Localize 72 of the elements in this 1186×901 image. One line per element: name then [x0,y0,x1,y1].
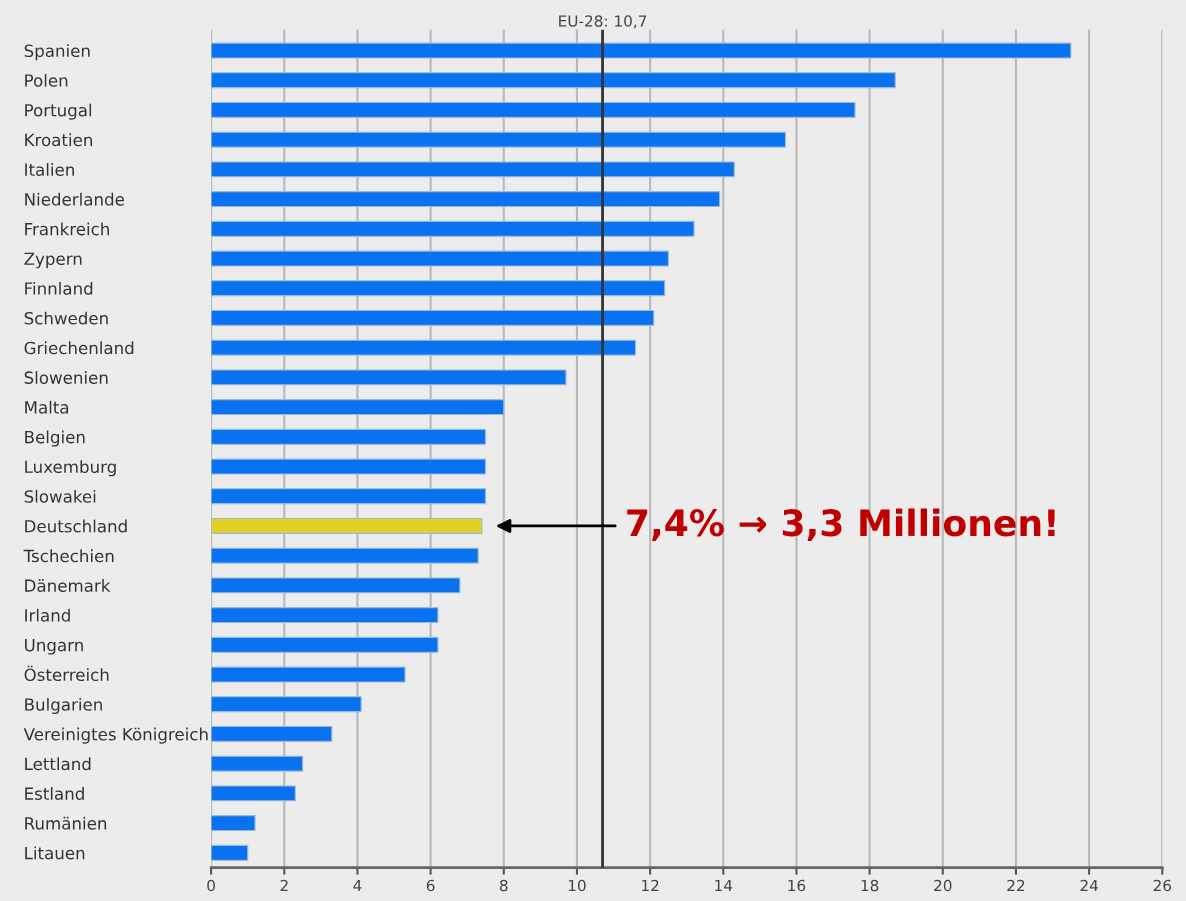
x-tick-label: 22 [1007,879,1025,892]
y-tick-label: Lettland [25,757,91,771]
y-tick-label: Luxemburg [25,460,116,477]
bar [211,250,669,267]
y-tick-label: Niederlande [25,192,124,206]
x-tick-label: 12 [642,879,659,892]
bar [211,72,896,89]
bar [211,191,721,208]
bar [211,755,304,772]
bar [211,131,787,148]
x-tick-label: 16 [788,879,806,892]
y-tick-label: Belgien [25,430,85,447]
ref-line-label: EU-28: 10,7 [559,15,647,29]
x-tick-label: 26 [1153,879,1172,892]
x-tick-label: 6 [426,879,435,892]
y-tick-label: Griechenland [24,341,134,355]
y-tick-label: Zypern [24,252,82,269]
y-tick-label: Bulgarien [25,697,102,715]
y-tick-label: Vereinigtes Königreich [23,727,208,744]
x-tick-label: 20 [934,879,952,892]
bar [211,607,439,624]
bar [211,220,695,237]
y-tick-label: Deutschland [25,519,127,533]
x-tick-label: 4 [353,879,362,892]
x-tick-label: 8 [499,879,508,892]
y-tick-label: Slowakei [24,489,96,503]
y-tick-label: Spanien [24,44,90,61]
y-tick-label: Italien [25,163,74,176]
bar [211,577,461,594]
y-tick-label: Litauen [25,846,85,860]
x-tick-label: 24 [1080,879,1098,892]
y-tick-label: Österreich [24,665,109,682]
bar [211,666,406,683]
bar [211,844,249,861]
y-tick-label: Finnland [25,281,93,295]
bar [211,309,655,326]
bar [211,785,296,802]
y-tick-label: Estland [25,787,84,800]
bar [211,161,735,178]
bar [211,488,487,505]
bar [211,42,1072,59]
x-tick-label: 14 [715,879,733,892]
x-tick-label: 10 [568,879,586,892]
bar [211,369,567,386]
bar [211,547,479,564]
bar [211,636,439,653]
y-tick-label: Ungarn [25,638,83,655]
bar [211,815,256,832]
y-tick-label: Malta [25,400,69,414]
y-tick-label: Portugal [25,103,92,120]
y-tick-label: Rumänien [25,816,107,830]
x-tick-label: 18 [861,879,879,892]
bar [211,428,487,445]
x-tick-label: 0 [207,879,215,892]
y-tick-label: Tschechien [23,549,114,563]
bar [211,399,505,416]
bar [211,280,666,297]
x-tick-label: 2 [280,879,288,892]
y-tick-label: Polen [25,73,68,87]
bar [211,458,487,475]
bar [211,725,333,742]
bar [211,696,362,713]
y-tick-label: Dänemark [25,579,111,592]
y-tick-label: Kroatien [25,133,92,147]
y-tick-label: Irland [25,608,70,622]
annotation: 7,4% → 3,3 Millionen! [627,508,1055,542]
y-tick-label: Frankreich [25,222,109,236]
bar [211,517,483,534]
y-tick-label: Schweden [24,311,108,325]
y-tick-label: Slowenien [24,371,108,384]
bar [211,339,637,356]
bar [211,101,856,118]
